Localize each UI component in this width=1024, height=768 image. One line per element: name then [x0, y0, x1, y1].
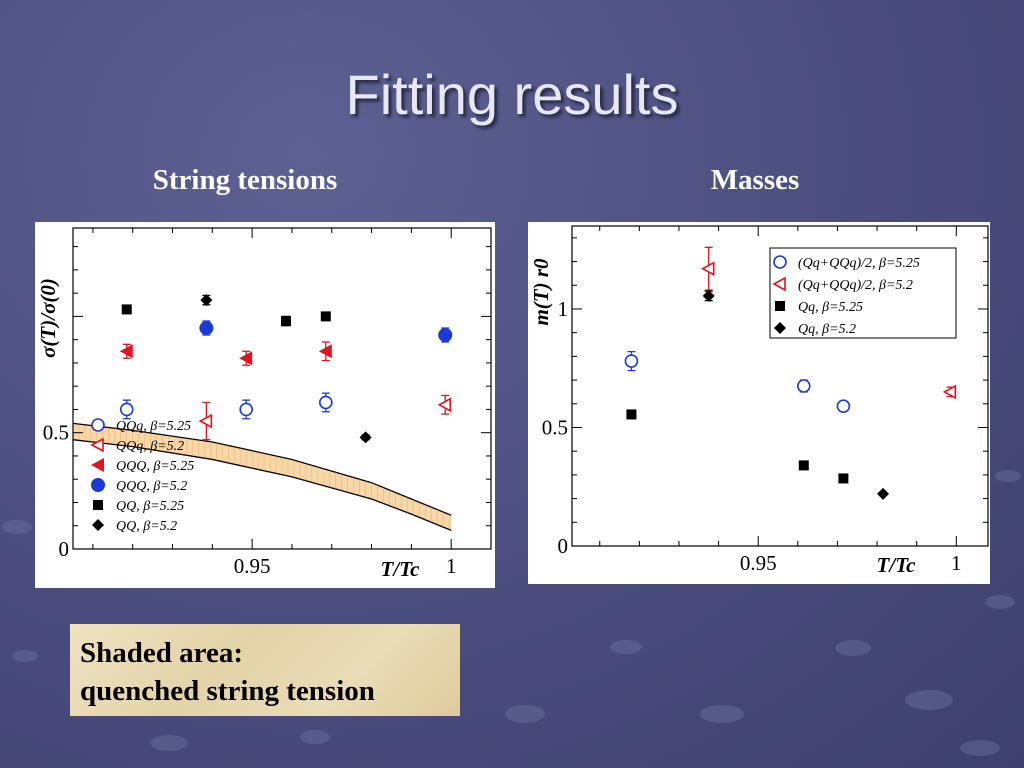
slide-title: Fitting results: [345, 63, 679, 126]
plot-frame: [571, 225, 989, 547]
string-tension-chart: 0.95 1 0 0.5 T/Tc σ(T)/σ(0) QQq, β=5.25 QQq, β=…: [35, 222, 495, 588]
legend-marker: [91, 418, 105, 432]
bg-bubble: [960, 740, 1000, 756]
x-tick-label: 0.95: [234, 554, 271, 578]
left-heading: String tensions: [152, 164, 338, 196]
data-point: [239, 351, 253, 366]
data-point: [626, 409, 637, 420]
bg-bubble: [610, 640, 642, 654]
legend-entry: Qq, β=5.25: [798, 300, 863, 315]
data-point: [838, 473, 849, 484]
data-point: [701, 261, 715, 277]
legend-entry: QQq, β=5.2: [116, 439, 184, 454]
data-point: [836, 399, 851, 413]
quenched-band: [73, 423, 452, 531]
data-point: [796, 379, 811, 393]
data-point: [437, 397, 452, 413]
x-axis-label: T/Tc: [877, 553, 917, 577]
data-point: [702, 289, 715, 302]
legend-marker: [772, 276, 786, 292]
bg-bubble: [700, 705, 744, 723]
data-point: [200, 294, 213, 307]
data-point: [438, 328, 453, 342]
bg-bubble: [505, 705, 545, 723]
data-point: [121, 304, 132, 315]
bg-bubble: [985, 595, 1015, 609]
legend-marker: [90, 437, 104, 453]
legend-entry: QQ, β=5.25: [116, 499, 184, 514]
legend-entry: QQq, β=5.25: [116, 419, 191, 434]
legend-marker: [775, 301, 785, 311]
y-axis-label: m(T) r0: [529, 258, 553, 326]
bg-bubble: [300, 730, 330, 744]
data-point: [198, 413, 213, 429]
legend-marker: [91, 458, 104, 472]
note-line-1: Shaded area:: [80, 637, 244, 669]
y-tick-label: 0: [558, 534, 569, 558]
data-point: [359, 431, 372, 444]
legend-entry: (Qq+QQq)/2, β=5.2: [798, 278, 913, 293]
bg-bubble: [905, 690, 953, 710]
masses-chart: 0.95 1 0 0.5 1 T/Tc m(T) r0 (Qq+QQq)/2, β=5.25 (…: [528, 222, 990, 584]
legend-marker: [92, 519, 104, 531]
legend-marker: [774, 322, 786, 334]
data-point: [119, 344, 133, 359]
legend-entry: Qq, β=5.2: [798, 322, 856, 337]
legend-entry: QQ, β=5.2: [116, 519, 177, 534]
data-point: [798, 460, 809, 471]
data-point: [318, 344, 332, 359]
data-point: [877, 487, 890, 500]
legend-entry: QQQ, β=5.2: [116, 479, 187, 494]
y-tick-label: 0.5: [542, 415, 568, 439]
data-point: [119, 402, 134, 417]
masses-svg: 0.95 1 0 0.5 1 T/Tc m(T) r0 (Qq+QQq)/2, β=5.25 (…: [529, 225, 989, 577]
bg-bubble: [2, 520, 32, 534]
legend-marker: [93, 500, 103, 510]
data-point: [318, 395, 333, 410]
bg-bubble: [835, 640, 871, 656]
x-tick-label: 1: [951, 551, 962, 575]
note-box: Shaded area: quenched string tension: [70, 624, 460, 716]
note-line-2: quenched string tension: [80, 675, 375, 707]
legend-entry: QQQ, β=5.25: [116, 459, 194, 474]
legend-box: [769, 247, 957, 339]
plot-frame: [72, 227, 492, 550]
legend-marker: [91, 478, 105, 492]
data-point: [239, 402, 253, 417]
x-axis-label: T/Tc: [381, 557, 421, 581]
x-tick-label: 1: [446, 554, 457, 578]
right-heading: Masses: [710, 164, 800, 196]
data-point: [624, 354, 639, 368]
legend-entry: (Qq+QQq)/2, β=5.25: [798, 256, 920, 271]
bg-bubble: [150, 735, 188, 751]
y-tick-label: 1: [558, 297, 569, 321]
bg-bubble: [995, 470, 1021, 482]
data-point: [942, 384, 957, 400]
y-axis-label: σ(T)/σ(0): [36, 278, 60, 358]
string-tension-svg: 0.95 1 0 0.5 T/Tc σ(T)/σ(0) QQq, β=5.25 QQq, β=…: [36, 227, 492, 581]
data-point: [199, 321, 214, 336]
data-point: [280, 316, 291, 327]
bg-bubble: [12, 650, 38, 662]
data-point: [320, 311, 331, 322]
y-tick-label: 0: [59, 537, 70, 561]
x-tick-label: 0.95: [740, 551, 777, 575]
y-tick-label: 0.5: [43, 421, 69, 445]
legend-marker: [773, 255, 787, 269]
